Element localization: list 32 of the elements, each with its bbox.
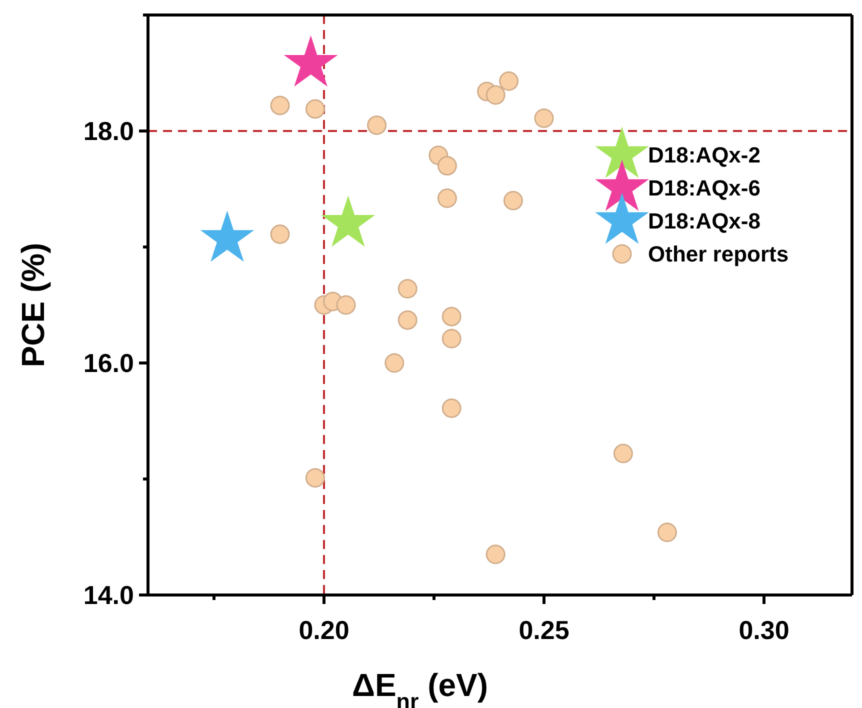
point [367, 115, 387, 135]
y-tick-label: 14.0 [83, 580, 134, 610]
legend-label: D18:AQx-2 [648, 142, 760, 168]
point [336, 295, 356, 315]
point [398, 279, 418, 299]
legend-label: Other reports [648, 242, 789, 267]
point [486, 85, 506, 105]
point [384, 353, 404, 373]
legend-label: D18:AQx-8 [648, 208, 760, 234]
point [270, 96, 290, 116]
y-tick-label: 18.0 [83, 116, 134, 146]
point [499, 71, 519, 91]
x-tick-label: 0.20 [298, 615, 350, 645]
point [534, 108, 554, 128]
x-tick-label: 0.30 [738, 615, 790, 645]
point [613, 444, 633, 464]
point [437, 156, 457, 176]
point [442, 306, 462, 326]
point [442, 398, 462, 418]
y-tick-label: 16.0 [83, 348, 134, 378]
point [437, 188, 457, 208]
point [486, 544, 506, 564]
point [270, 224, 290, 244]
point [657, 522, 677, 542]
y-axis-title: PCE (%) [15, 242, 51, 368]
point [442, 328, 462, 348]
point [503, 190, 523, 210]
x-tick-label: 0.25 [518, 615, 570, 645]
point [305, 468, 325, 488]
legend-label: D18:AQx-6 [648, 176, 760, 201]
point [305, 99, 325, 119]
point [398, 310, 418, 330]
